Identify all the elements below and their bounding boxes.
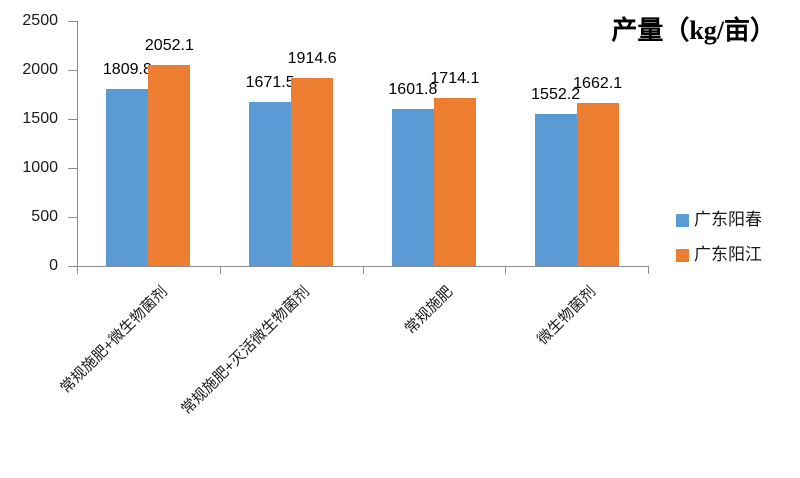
y-tick-mark	[68, 21, 77, 22]
y-tick-mark	[68, 70, 77, 71]
y-tick-mark	[68, 266, 77, 267]
x-tick-mark	[505, 266, 507, 274]
y-tick-label: 1000	[22, 159, 58, 176]
data-label: 1662.1	[573, 75, 623, 93]
bar-广东阳春-4	[534, 113, 577, 266]
data-label: 1671.5	[245, 74, 295, 92]
y-tick-label: 2000	[22, 61, 58, 78]
data-label: 1601.8	[388, 81, 438, 99]
legend: 广东阳春 广东阳江	[676, 0, 800, 478]
bar-广东阳江-4	[576, 103, 619, 266]
legend-item-广东阳江: 广东阳江	[676, 245, 762, 265]
data-label: 2052.1	[144, 36, 194, 54]
x-category-label: 常规施肥+微生物菌剂	[56, 283, 171, 397]
data-label: 1552.2	[531, 85, 581, 103]
y-tick-label: 2500	[22, 12, 58, 29]
legend-label: 广东阳春	[694, 210, 762, 229]
y-tick-label: 500	[31, 208, 58, 225]
y-tick-mark	[68, 217, 77, 218]
x-tick-mark	[219, 266, 221, 274]
legend-swatch-icon	[676, 248, 689, 262]
bar-广东阳春-1	[106, 88, 149, 266]
legend-swatch-icon	[676, 213, 689, 227]
bar-广东阳江-3	[433, 98, 476, 266]
bar-广东阳春-3	[391, 109, 434, 266]
x-category-label: 微生物菌剂	[533, 283, 599, 349]
x-category-label: 常规施肥+灭活微生物菌剂	[178, 283, 314, 419]
legend-label: 广东阳江	[694, 245, 762, 264]
bar-广东阳江-1	[148, 64, 191, 266]
y-tick-mark	[68, 119, 77, 120]
chart-title: 产量（kg/亩）	[611, 16, 776, 45]
x-tick-mark	[648, 266, 649, 274]
y-tick-label: 0	[49, 257, 58, 274]
data-label: 1809.8	[102, 60, 152, 78]
x-tick-mark	[362, 266, 364, 274]
bar-广东阳江-2	[291, 78, 334, 266]
x-category-label: 常规施肥	[401, 283, 457, 338]
y-tick-mark	[68, 168, 77, 169]
y-axis	[77, 21, 78, 274]
data-label: 1914.6	[287, 50, 337, 68]
bar-广东阳春-2	[249, 102, 292, 266]
legend-item-广东阳春: 广东阳春	[676, 210, 762, 230]
y-tick-label: 1500	[22, 110, 58, 127]
data-label: 1714.1	[430, 70, 480, 88]
